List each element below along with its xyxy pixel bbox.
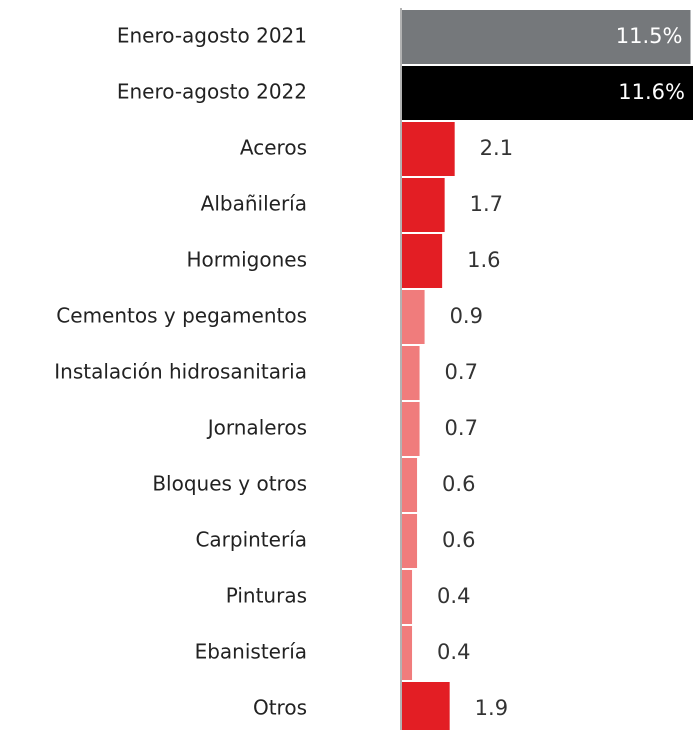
value-label: 11.5% [616, 24, 683, 48]
value-label: 1.7 [470, 192, 503, 216]
bar [402, 570, 413, 624]
category-label: Pinturas [226, 584, 307, 608]
bar [402, 626, 413, 680]
bar [402, 458, 418, 512]
category-label: Jornaleros [206, 416, 307, 440]
value-label: 0.7 [445, 416, 478, 440]
bar [402, 10, 691, 64]
bar [402, 122, 455, 176]
bar [402, 66, 693, 120]
category-label: Albañilería [201, 192, 307, 216]
category-label: Ebanistería [195, 640, 307, 664]
value-label: 11.6% [618, 80, 685, 104]
value-label: 0.7 [445, 360, 478, 384]
category-label: Otros [253, 696, 307, 720]
value-label: 0.9 [450, 304, 483, 328]
category-label: Enero-agosto 2022 [117, 80, 307, 104]
bar [402, 178, 445, 232]
bar [402, 234, 443, 288]
value-label: 1.9 [475, 696, 508, 720]
value-label: 0.4 [437, 584, 470, 608]
value-label: 2.1 [480, 136, 513, 160]
value-label: 1.6 [467, 248, 500, 272]
category-label: Enero-agosto 2021 [117, 24, 307, 48]
category-label: Aceros [240, 136, 307, 160]
category-label: Bloques y otros [152, 472, 307, 496]
category-label: Hormigones [186, 248, 307, 272]
bar [402, 682, 450, 734]
value-label: 0.4 [437, 640, 470, 664]
bar [402, 402, 420, 456]
value-label: 0.6 [442, 528, 475, 552]
bar [402, 514, 418, 568]
value-label: 0.6 [442, 472, 475, 496]
bar [402, 290, 425, 344]
category-label: Cementos y pegamentos [56, 304, 307, 328]
bar [402, 346, 420, 400]
category-label: Carpintería [195, 528, 307, 552]
category-label: Instalación hidrosanitaria [54, 360, 307, 384]
